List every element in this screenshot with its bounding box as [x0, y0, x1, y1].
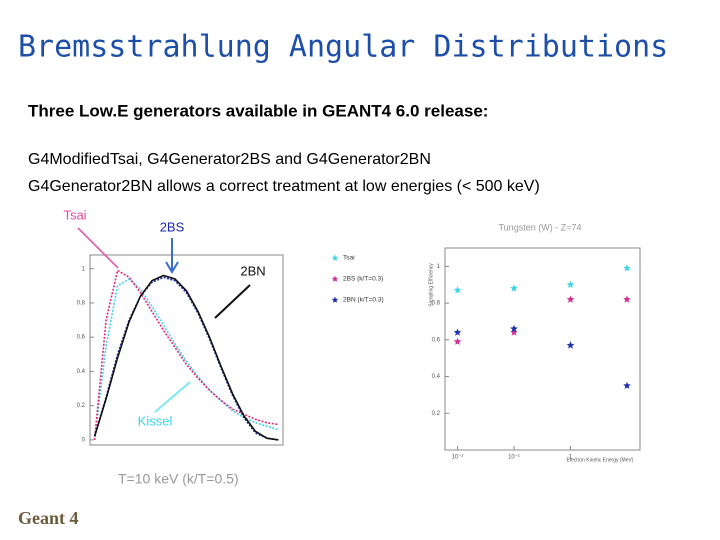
heading: Three Low.E generators available in GEAN… [28, 101, 488, 120]
point [623, 264, 631, 272]
curve [93, 274, 279, 441]
logo: Geant 4 [18, 508, 79, 528]
plot-frame [444, 247, 641, 451]
legend-marker [331, 275, 339, 282]
legend-label: 2BS (k/T=0.3) [343, 276, 383, 283]
point [566, 341, 575, 349]
y-tick-label: 1 [82, 266, 86, 272]
legend-label: Tsai [343, 255, 355, 262]
arrow-head [165, 261, 179, 274]
x-axis-label: Electron Kinetic Energy (MeV) [567, 457, 634, 463]
plot-frame [89, 254, 284, 446]
legend-marker [331, 254, 339, 261]
curve-label: Kissel [138, 413, 173, 428]
x-tick-label: 10⁻¹ [508, 455, 520, 461]
point [453, 337, 462, 345]
point [453, 286, 462, 294]
point [623, 381, 631, 389]
curve [93, 278, 279, 440]
body-line: G4Generator2BN allows a correct treatmen… [28, 178, 540, 195]
y-tick-label: 0.4 [77, 369, 86, 375]
chart-title: Tungsten (W) - Z=74 [499, 222, 582, 232]
arrow [214, 284, 251, 319]
y-tick-label: 1 [437, 264, 441, 270]
curve-label: 2BS [160, 219, 185, 234]
x-tick-label: 1 [569, 455, 573, 461]
annotation: T=10 keV (k/T=0.5) [118, 471, 239, 487]
curve-label: Tsai [63, 207, 86, 222]
point [566, 280, 575, 288]
curve [93, 269, 279, 440]
y-tick-label: 0.4 [432, 374, 441, 380]
body-line: G4ModifiedTsai, G4Generator2BS and G4Gen… [28, 151, 431, 168]
legend-marker [331, 296, 339, 303]
x-tick-label: 10⁻² [452, 455, 464, 461]
legend-label: 2BN (k/T=0.3) [343, 297, 384, 304]
y-tick-label: 0.8 [432, 301, 441, 307]
point [623, 295, 631, 303]
y-tick-label: 0.8 [77, 301, 86, 307]
y-tick-label: 0.2 [432, 411, 441, 417]
point [510, 324, 518, 332]
point [566, 295, 575, 303]
y-tick-label: 0.2 [77, 403, 86, 409]
curve [93, 276, 279, 441]
y-tick-label: 0 [82, 437, 86, 443]
curve-label: 2BN [240, 263, 265, 278]
point [510, 284, 518, 292]
y-tick-label: 0.6 [432, 337, 441, 343]
arrow [77, 227, 119, 269]
point [510, 328, 518, 336]
y-tick-label: 0.6 [77, 335, 86, 341]
y-axis-label: Sampling Efficiency [428, 263, 434, 307]
arrow [154, 381, 191, 413]
slide-title: Bremsstrahlung Angular Distributions [18, 30, 668, 65]
point [453, 328, 462, 336]
